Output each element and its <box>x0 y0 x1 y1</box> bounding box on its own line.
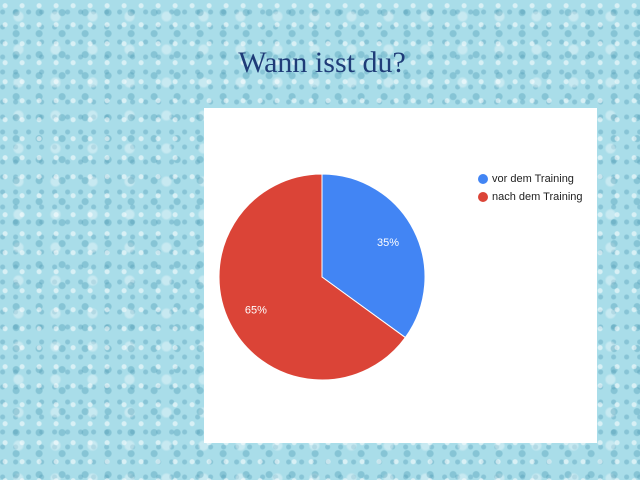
legend-swatch <box>478 174 488 184</box>
slice-label: 65% <box>245 305 267 317</box>
legend-swatch <box>478 192 488 202</box>
pie-slice <box>218 173 407 381</box>
legend-label: nach dem Training <box>492 191 583 203</box>
legend-label: vor dem Training <box>492 173 574 185</box>
pie-slice <box>321 173 426 339</box>
slice-label: 35% <box>377 237 399 249</box>
chart-title: Wann isst du? <box>238 46 406 79</box>
